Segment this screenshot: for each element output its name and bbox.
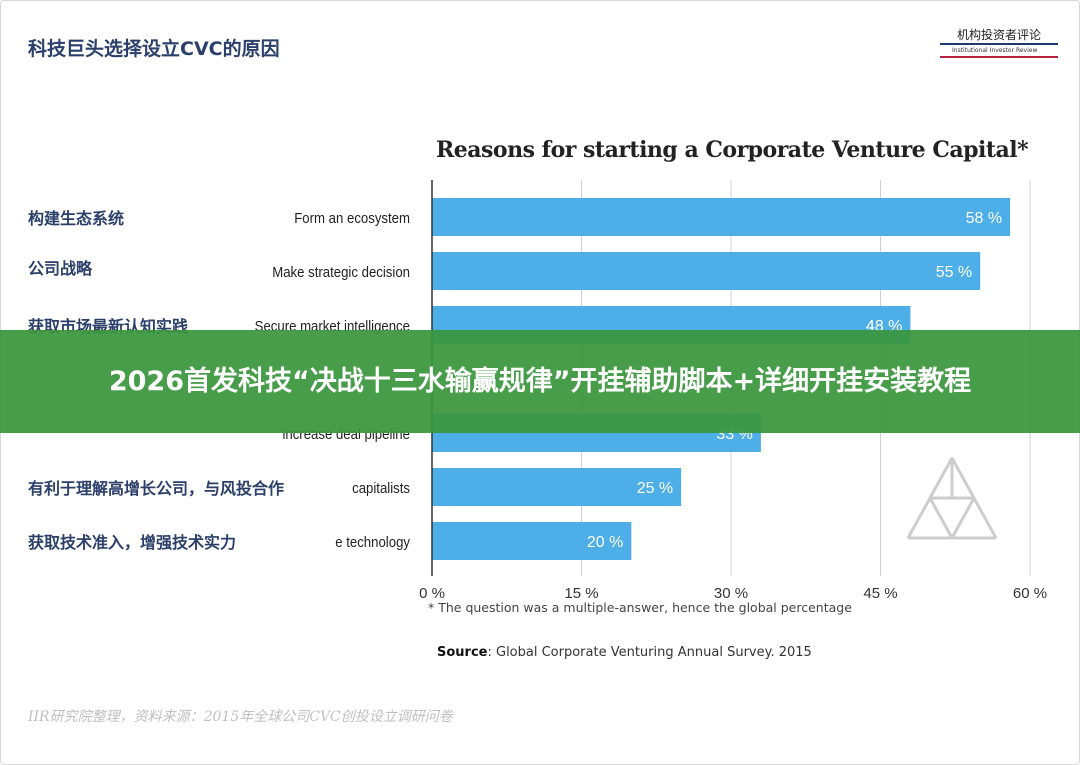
banner-text: 2026首发科技“决战十三水输赢规律”开挂辅助脚本+详细开挂安装教程 <box>108 366 972 397</box>
bar-1 <box>432 252 981 290</box>
bar-value-label-5: 25 % <box>637 480 673 497</box>
bar-value-label-1: 55 % <box>936 264 972 281</box>
source-text: : Global Corporate Venturing Annual Surv… <box>487 645 812 660</box>
chart-title: Reasons for starting a Corporate Venture… <box>436 137 1029 163</box>
x-tick-label-3: 45 % <box>863 585 897 602</box>
cn-label-5: 有利于理解高增长公司，与风投合作 <box>28 479 285 498</box>
bar-0 <box>432 198 1011 236</box>
watermark-logo <box>906 457 998 540</box>
cn-label-0: 构建生态系统 <box>28 209 125 228</box>
bar-value-label-0: 58 % <box>966 210 1002 227</box>
logo-name: 机构投资者评论 <box>956 28 1041 42</box>
category-label-5: capitalists <box>352 479 410 496</box>
logo-rule-bottom <box>940 56 1058 58</box>
category-label-6: e technology <box>335 533 411 550</box>
x-tick-label-0: 0 % <box>419 585 445 602</box>
bar-6 <box>432 522 632 560</box>
x-tick-label-1: 15 % <box>564 585 598 602</box>
bar-chart: 58 % Form an ecosystem 55 % Make strategic … <box>255 180 1047 602</box>
page-title: 科技巨头选择设立CVC的原因 <box>28 38 280 60</box>
category-label-2: Secure market intelligence <box>255 317 410 334</box>
chart-source: Source: Global Corporate Venturing Annua… <box>437 645 812 660</box>
logo-subtitle: Institutional Investor Review <box>952 47 1038 54</box>
category-label-0: Form an ecosystem <box>294 209 410 226</box>
cn-label-1: 公司战略 <box>28 259 93 278</box>
watermark-stroke-4 <box>928 497 954 539</box>
x-tick-label-2: 30 % <box>714 585 748 602</box>
watermark-stroke-5 <box>950 497 976 539</box>
cn-label-6: 获取技术准入，增强技术实力 <box>28 533 237 552</box>
x-tick-label-4: 60 % <box>1013 585 1047 602</box>
bar-value-label-6: 20 % <box>587 534 623 551</box>
category-label-1: Make strategic decision <box>272 263 410 280</box>
bar-5 <box>432 468 682 506</box>
chart-footnote: * The question was a multiple-answer, he… <box>428 600 852 615</box>
publisher-logo: 机构投资者评论 Institutional Investor Review <box>940 26 1058 64</box>
source-label: Source <box>437 645 488 660</box>
credit-note: IIR研究院整理，资料来源：2015年全球公司CVC创投设立调研问卷 <box>28 709 453 725</box>
logo-rule-top <box>940 43 1058 45</box>
overlay-banner: 2026首发科技“决战十三水输赢规律”开挂辅助脚本+详细开挂安装教程 <box>0 330 1080 433</box>
